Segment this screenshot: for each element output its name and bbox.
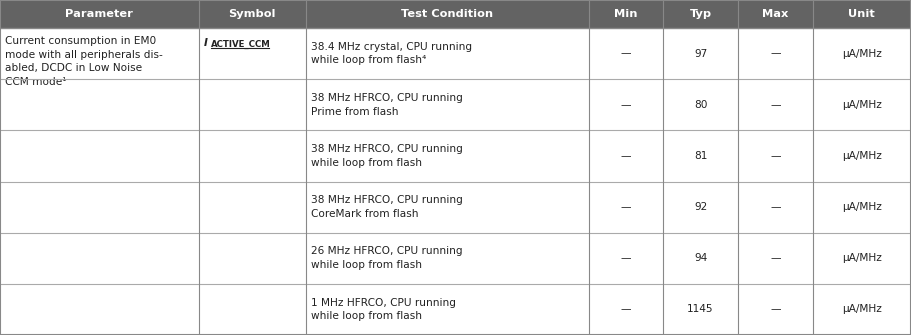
Text: 81: 81 [694,151,707,161]
Text: —: — [770,151,781,161]
Text: —: — [770,253,781,263]
Text: —: — [620,100,631,110]
Bar [0,0,911,28]
Text: 38 MHz HFRCO, CPU running
CoreMark from flash: 38 MHz HFRCO, CPU running CoreMark from … [311,195,463,219]
Text: —: — [620,305,631,315]
Text: Test Condition: Test Condition [401,9,494,19]
Text: 26 MHz HFRCO, CPU running
while loop from flash: 26 MHz HFRCO, CPU running while loop fro… [311,247,463,270]
Text: Max: Max [763,9,788,19]
Text: 38 MHz HFRCO, CPU running
Prime from flash: 38 MHz HFRCO, CPU running Prime from fla… [311,93,463,117]
Text: Current consumption in EM0
mode with all peripherals dis-
abled, DCDC in Low Noi: Current consumption in EM0 mode with all… [5,36,163,87]
Text: 1 MHz HFRCO, CPU running
while loop from flash: 1 MHz HFRCO, CPU running while loop from… [311,297,456,321]
Text: 92: 92 [694,202,707,212]
Text: 38.4 MHz crystal, CPU running
while loop from flash⁴: 38.4 MHz crystal, CPU running while loop… [311,42,472,65]
Text: —: — [620,151,631,161]
Text: μA/MHz: μA/MHz [842,49,882,59]
Text: Typ: Typ [690,9,711,19]
Text: Min: Min [614,9,638,19]
Text: —: — [620,253,631,263]
Text: μA/MHz: μA/MHz [842,151,882,161]
Text: —: — [770,202,781,212]
Text: μA/MHz: μA/MHz [842,305,882,315]
Text: ACTIVE_CCM: ACTIVE_CCM [210,40,271,49]
Text: 94: 94 [694,253,707,263]
Text: Symbol: Symbol [229,9,276,19]
Text: μA/MHz: μA/MHz [842,202,882,212]
Text: μA/MHz: μA/MHz [842,253,882,263]
Text: —: — [770,305,781,315]
Text: 38 MHz HFRCO, CPU running
while loop from flash: 38 MHz HFRCO, CPU running while loop fro… [311,144,463,168]
Text: 1145: 1145 [687,305,714,315]
Text: Parameter: Parameter [66,9,133,19]
Text: —: — [620,202,631,212]
Text: —: — [620,49,631,59]
Text: 80: 80 [694,100,707,110]
Text: —: — [770,49,781,59]
Text: —: — [770,100,781,110]
Text: Unit: Unit [848,9,875,19]
Text: 97: 97 [694,49,707,59]
Text: μA/MHz: μA/MHz [842,100,882,110]
Text: I: I [203,38,208,48]
